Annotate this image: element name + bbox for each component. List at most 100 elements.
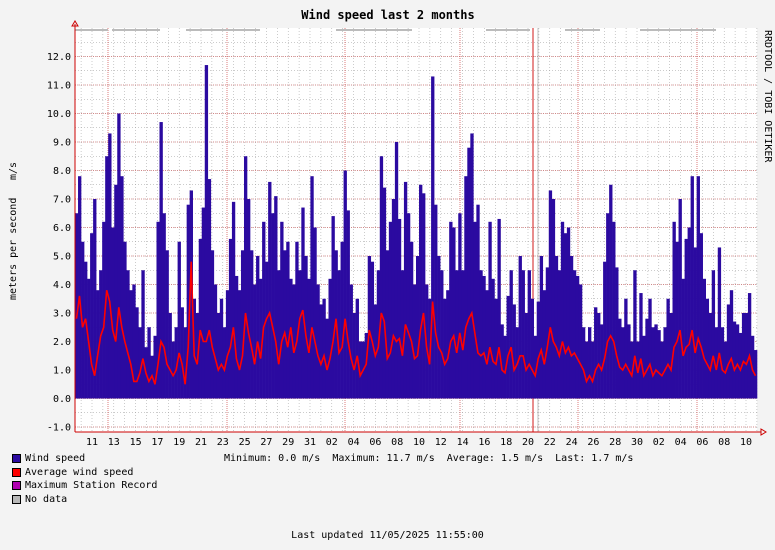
legend-swatch (12, 454, 21, 464)
wind-speed-bar (669, 313, 673, 399)
wind-speed-bar (446, 290, 450, 399)
wind-speed-bar (440, 270, 444, 399)
wind-speed-bar (666, 298, 670, 399)
wind-speed-bar (726, 304, 731, 399)
wind-speed-bar (271, 213, 275, 399)
wind-speed-bar (247, 199, 251, 399)
wind-speed-bar (283, 250, 287, 399)
x-tick-label: 25 (239, 437, 251, 448)
wind-speed-bar (289, 278, 293, 399)
legend-label: Wind speed (25, 453, 86, 464)
x-tick-label: 19 (173, 437, 185, 448)
wind-speed-bar (494, 298, 498, 399)
wind-speed-bar (578, 284, 583, 399)
wind-speed-bar (277, 270, 281, 399)
wind-speed-bar (108, 133, 112, 399)
wind-speed-bar (512, 304, 516, 399)
wind-speed-bar (141, 270, 145, 399)
wind-speed-bar (259, 278, 263, 399)
wind-speed-bar (210, 250, 215, 399)
wind-speed-bar (524, 313, 528, 399)
x-axis-arrow (760, 428, 767, 436)
x-tick-label: 06 (369, 437, 381, 448)
x-tick-label: 02 (653, 437, 665, 448)
wind-speed-bar (521, 270, 525, 399)
wind-speed-bar (286, 241, 290, 399)
wind-speed-bar (711, 270, 716, 399)
wind-speed-bar (687, 227, 691, 399)
wind-speed-bar (431, 76, 435, 399)
wind-speed-bar (557, 270, 562, 399)
wind-speed-bar (391, 199, 396, 399)
wind-speed-bar (313, 227, 317, 399)
legend: Wind speed Average wind speed Maximum Stat… (12, 452, 157, 506)
x-tick-label: 12 (435, 437, 447, 448)
wind-speed-bar (681, 278, 685, 399)
legend-item: Wind speed (12, 452, 157, 466)
x-tick-label: 02 (326, 437, 338, 448)
wind-speed-bar (708, 313, 713, 399)
x-tick-label: 23 (217, 437, 229, 448)
legend-item: Maximum Station Record (12, 479, 157, 493)
wind-speed-bar (394, 142, 399, 399)
wind-speed-bar (422, 193, 426, 399)
wind-speed-bar (645, 318, 649, 399)
wind-speed-bar (400, 270, 405, 399)
average-wind-line (75, 261, 757, 385)
wind-speed-bar (343, 170, 347, 399)
wind-speed-bar (581, 327, 586, 399)
wind-speed-bar (265, 261, 269, 399)
wind-speed-bar (114, 184, 118, 399)
y-tick-label: 12.0 (47, 52, 71, 63)
y-axis-arrow (71, 20, 79, 27)
x-tick-label: 13 (108, 437, 120, 448)
y-tick-label: 4.0 (53, 280, 71, 291)
wind-speed-bar (566, 227, 571, 399)
x-tick-label: 24 (566, 437, 578, 448)
y-tick-label: 5.0 (53, 252, 71, 263)
wind-speed-bar (355, 298, 359, 399)
wind-speed-bar (168, 313, 172, 399)
wind-speed-bar (482, 275, 486, 399)
wind-speed-bar (654, 324, 658, 399)
wind-speed-bar (663, 327, 667, 399)
wind-speed-bar (518, 256, 522, 399)
wind-speed-bar (588, 327, 592, 399)
x-tick-label: 04 (675, 437, 687, 448)
wind-speed-bar (609, 184, 613, 399)
wind-speed-bar (449, 221, 453, 399)
wind-speed-bar (325, 318, 329, 399)
wind-speed-bar (419, 184, 423, 399)
y-tick-label: 7.0 (53, 195, 71, 206)
wind-speed-bar (253, 284, 257, 399)
wind-speed-bar (240, 250, 245, 399)
wind-speed-bar (530, 298, 534, 399)
chart-title: Wind speed last 2 months (301, 8, 474, 22)
wind-speed-bar (340, 241, 344, 399)
wind-speed-bar (120, 176, 124, 399)
wind-speed-bar (437, 256, 441, 399)
wind-speed-bar (539, 256, 544, 399)
stat-minimum: Minimum: 0.0 m/s (224, 453, 321, 464)
wind-speed-bar (382, 187, 387, 399)
wind-speed-bar (699, 233, 703, 399)
wind-speed-bar (642, 335, 646, 399)
wind-speed-bar (268, 181, 272, 399)
wind-speed-bar (219, 298, 224, 399)
legend-label: No data (25, 493, 68, 505)
x-tick-label: 11 (86, 437, 98, 448)
wind-speed-bar (584, 341, 589, 399)
wind-speed-bar (612, 221, 616, 399)
wind-speed-bar (204, 65, 209, 399)
wind-speed-bar (216, 313, 221, 399)
wind-speed-bar (352, 313, 356, 399)
wind-speed-bar (207, 179, 212, 399)
y-tick-label: 9.0 (53, 138, 71, 149)
y-axis-label: meters per second (8, 198, 19, 300)
stat-maximum: Maximum: 11.7 m/s (332, 453, 435, 464)
wind-speed-bar (180, 307, 184, 399)
wind-speed-bar (624, 298, 628, 399)
wind-speed-bar (177, 241, 181, 399)
wind-speed-bar (434, 204, 438, 399)
wind-speed-bar (280, 221, 284, 399)
